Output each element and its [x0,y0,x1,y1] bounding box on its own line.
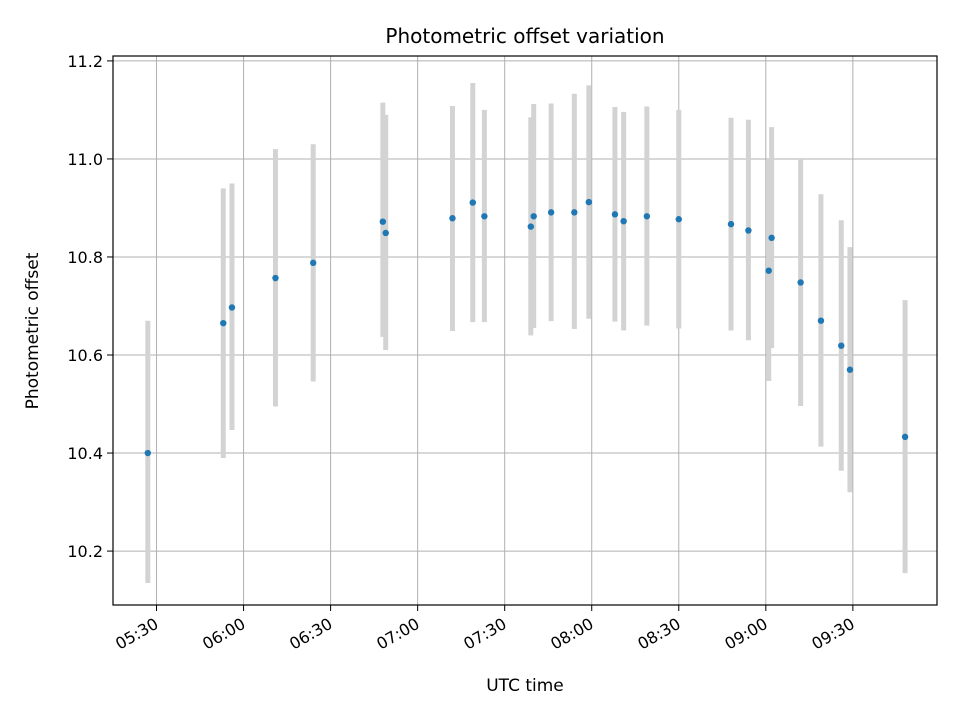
data-points [144,198,909,457]
y-tick-label: 11.2 [67,52,103,71]
data-point [571,209,578,216]
data-point [675,216,682,223]
data-point [727,220,735,228]
data-point [220,319,227,327]
data-point [585,198,593,206]
data-point [611,211,619,218]
data-point [620,217,627,225]
data-point [382,229,389,237]
data-point [309,259,317,267]
chart-title: Photometric offset variation [385,24,664,48]
y-tick-label: 11.0 [67,150,103,169]
data-point [765,267,772,274]
data-point [272,274,279,282]
y-tick-label: 10.6 [67,346,103,365]
data-point [144,449,152,457]
data-point [901,433,909,441]
data-point [379,218,387,225]
y-tick-label: 10.4 [67,444,103,463]
plot-area [112,55,938,606]
y-tick-label: 10.8 [67,248,103,267]
y-axis: 10.2 10.4 10.6 10.8 11.0 11.2 [67,52,113,561]
data-point [481,213,488,220]
data-point [838,342,845,349]
y-tick-label: 10.2 [67,542,103,561]
data-point [643,213,651,220]
data-point [797,279,804,286]
x-axis-label: UTC time [486,676,564,696]
data-point [527,223,535,230]
data-point [745,227,752,234]
data-point [768,234,775,242]
data-point [530,213,537,220]
data-point [449,215,456,222]
data-point [846,366,854,373]
data-point [817,317,825,324]
data-point [469,199,476,206]
data-point [547,209,555,216]
y-axis-label: Photometric offset [23,252,43,409]
data-point [228,304,236,311]
